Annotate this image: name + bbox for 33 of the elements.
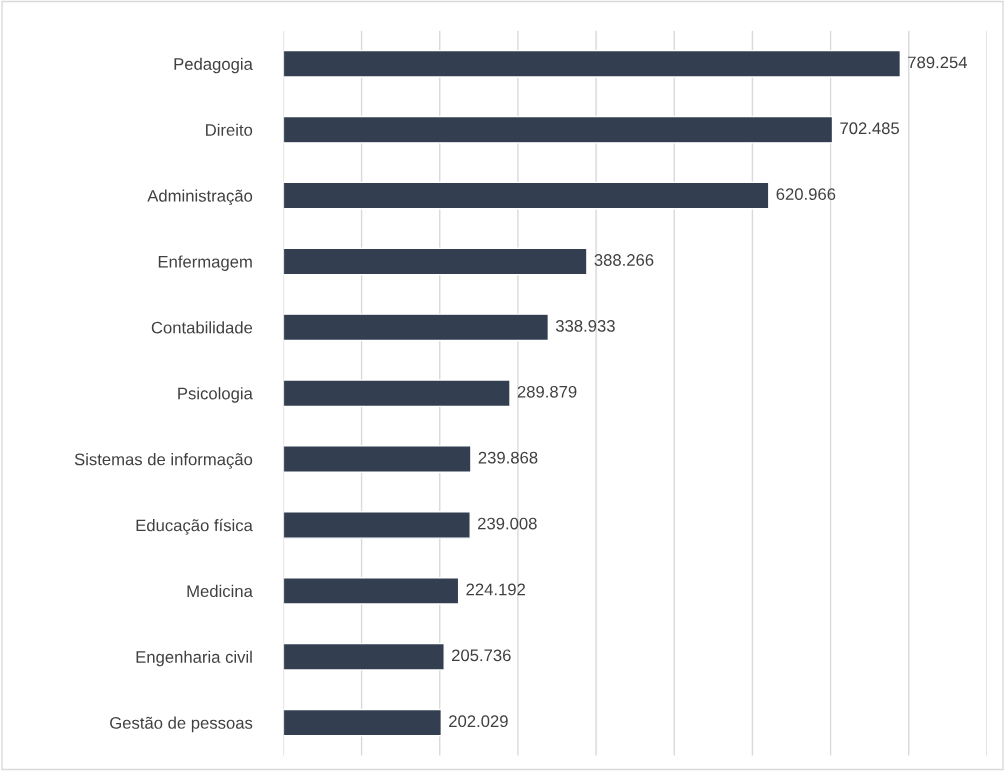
data-label: 388.266 xyxy=(594,254,654,266)
y-tick-label: Psicologia xyxy=(178,387,253,403)
data-label: 702.485 xyxy=(840,122,900,135)
y-tick-label: Sistemas de informação xyxy=(74,453,253,469)
data-label: 338.933 xyxy=(555,320,615,332)
bar xyxy=(283,642,445,671)
data-label: 789.254 xyxy=(908,56,968,69)
bar xyxy=(283,49,902,78)
bar xyxy=(283,247,588,276)
bar xyxy=(283,445,472,473)
data-label: 205.736 xyxy=(452,649,511,662)
y-tick-label: Enfermagem xyxy=(158,255,252,271)
bar xyxy=(283,181,770,210)
data-label: 239.008 xyxy=(478,517,537,530)
data-label: 239.868 xyxy=(478,451,538,464)
y-tick-label: Pedagogia xyxy=(174,57,253,74)
y-tick-label: Direito xyxy=(206,123,253,136)
bar xyxy=(283,576,460,605)
bar xyxy=(283,708,443,737)
bar xyxy=(283,313,550,342)
y-tick-label: Engenharia civil xyxy=(136,650,252,667)
data-label: 289.879 xyxy=(517,385,577,398)
bar xyxy=(283,511,471,539)
bar xyxy=(283,115,834,144)
data-label: 224.192 xyxy=(466,583,526,596)
data-label: 202.029 xyxy=(449,715,508,728)
data-label: 620.966 xyxy=(776,188,836,201)
y-tick-label: Educação física xyxy=(136,518,253,535)
y-tick-label: Contabilidade xyxy=(151,321,253,334)
y-tick-label: Medicina xyxy=(187,584,253,598)
y-tick-label: Gestão de pessoas xyxy=(110,716,253,733)
y-tick-label: Administração xyxy=(147,189,253,206)
bar xyxy=(283,379,511,408)
